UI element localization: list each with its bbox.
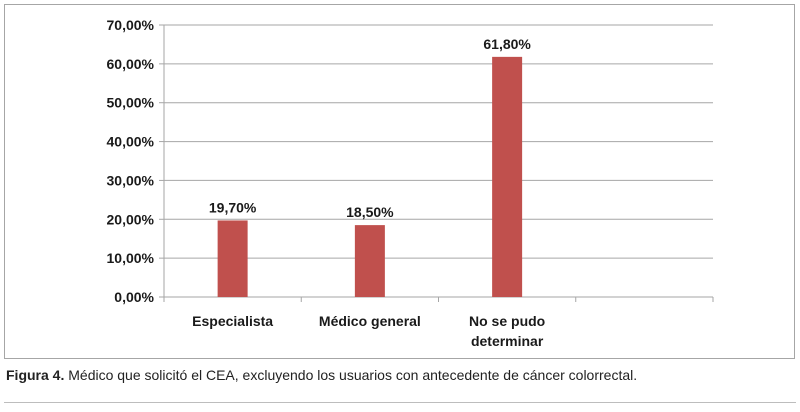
bar <box>354 225 385 297</box>
figure-caption: Figura 4. Médico que solicitó el CEA, ex… <box>6 367 796 383</box>
bar <box>217 220 248 297</box>
data-label: 61,80% <box>483 36 531 52</box>
y-tick-label: 50,00% <box>107 95 155 111</box>
y-tick-label: 30,00% <box>107 172 155 188</box>
data-label: 18,50% <box>346 204 394 220</box>
divider <box>4 402 796 403</box>
x-tick-label: Médico general <box>319 313 421 329</box>
figure-label: Figura 4. <box>6 367 65 383</box>
bar-chart: 0,00% 10,00% 20,00% 30,00% 40,00% 50,00% 60,00… <box>107 17 714 349</box>
y-tick-label: 10,00% <box>107 250 155 266</box>
x-tick-label: No se pudo <box>469 313 545 329</box>
x-tick-label: determinar <box>471 333 544 349</box>
figure-caption-text: Médico que solicitó el CEA, excluyendo l… <box>64 367 638 383</box>
bar <box>492 56 523 298</box>
x-tick-label: Especialista <box>192 313 273 329</box>
y-tick-label: 20,00% <box>107 211 155 227</box>
data-label: 19,70% <box>209 199 257 215</box>
chart-frame: 0,00% 10,00% 20,00% 30,00% 40,00% 50,00% 60,00… <box>4 4 795 359</box>
y-tick-label: 40,00% <box>107 134 155 150</box>
y-tick-label: 60,00% <box>107 56 155 72</box>
y-tick-label: 70,00% <box>107 17 155 33</box>
y-tick-label: 0,00% <box>114 289 154 305</box>
